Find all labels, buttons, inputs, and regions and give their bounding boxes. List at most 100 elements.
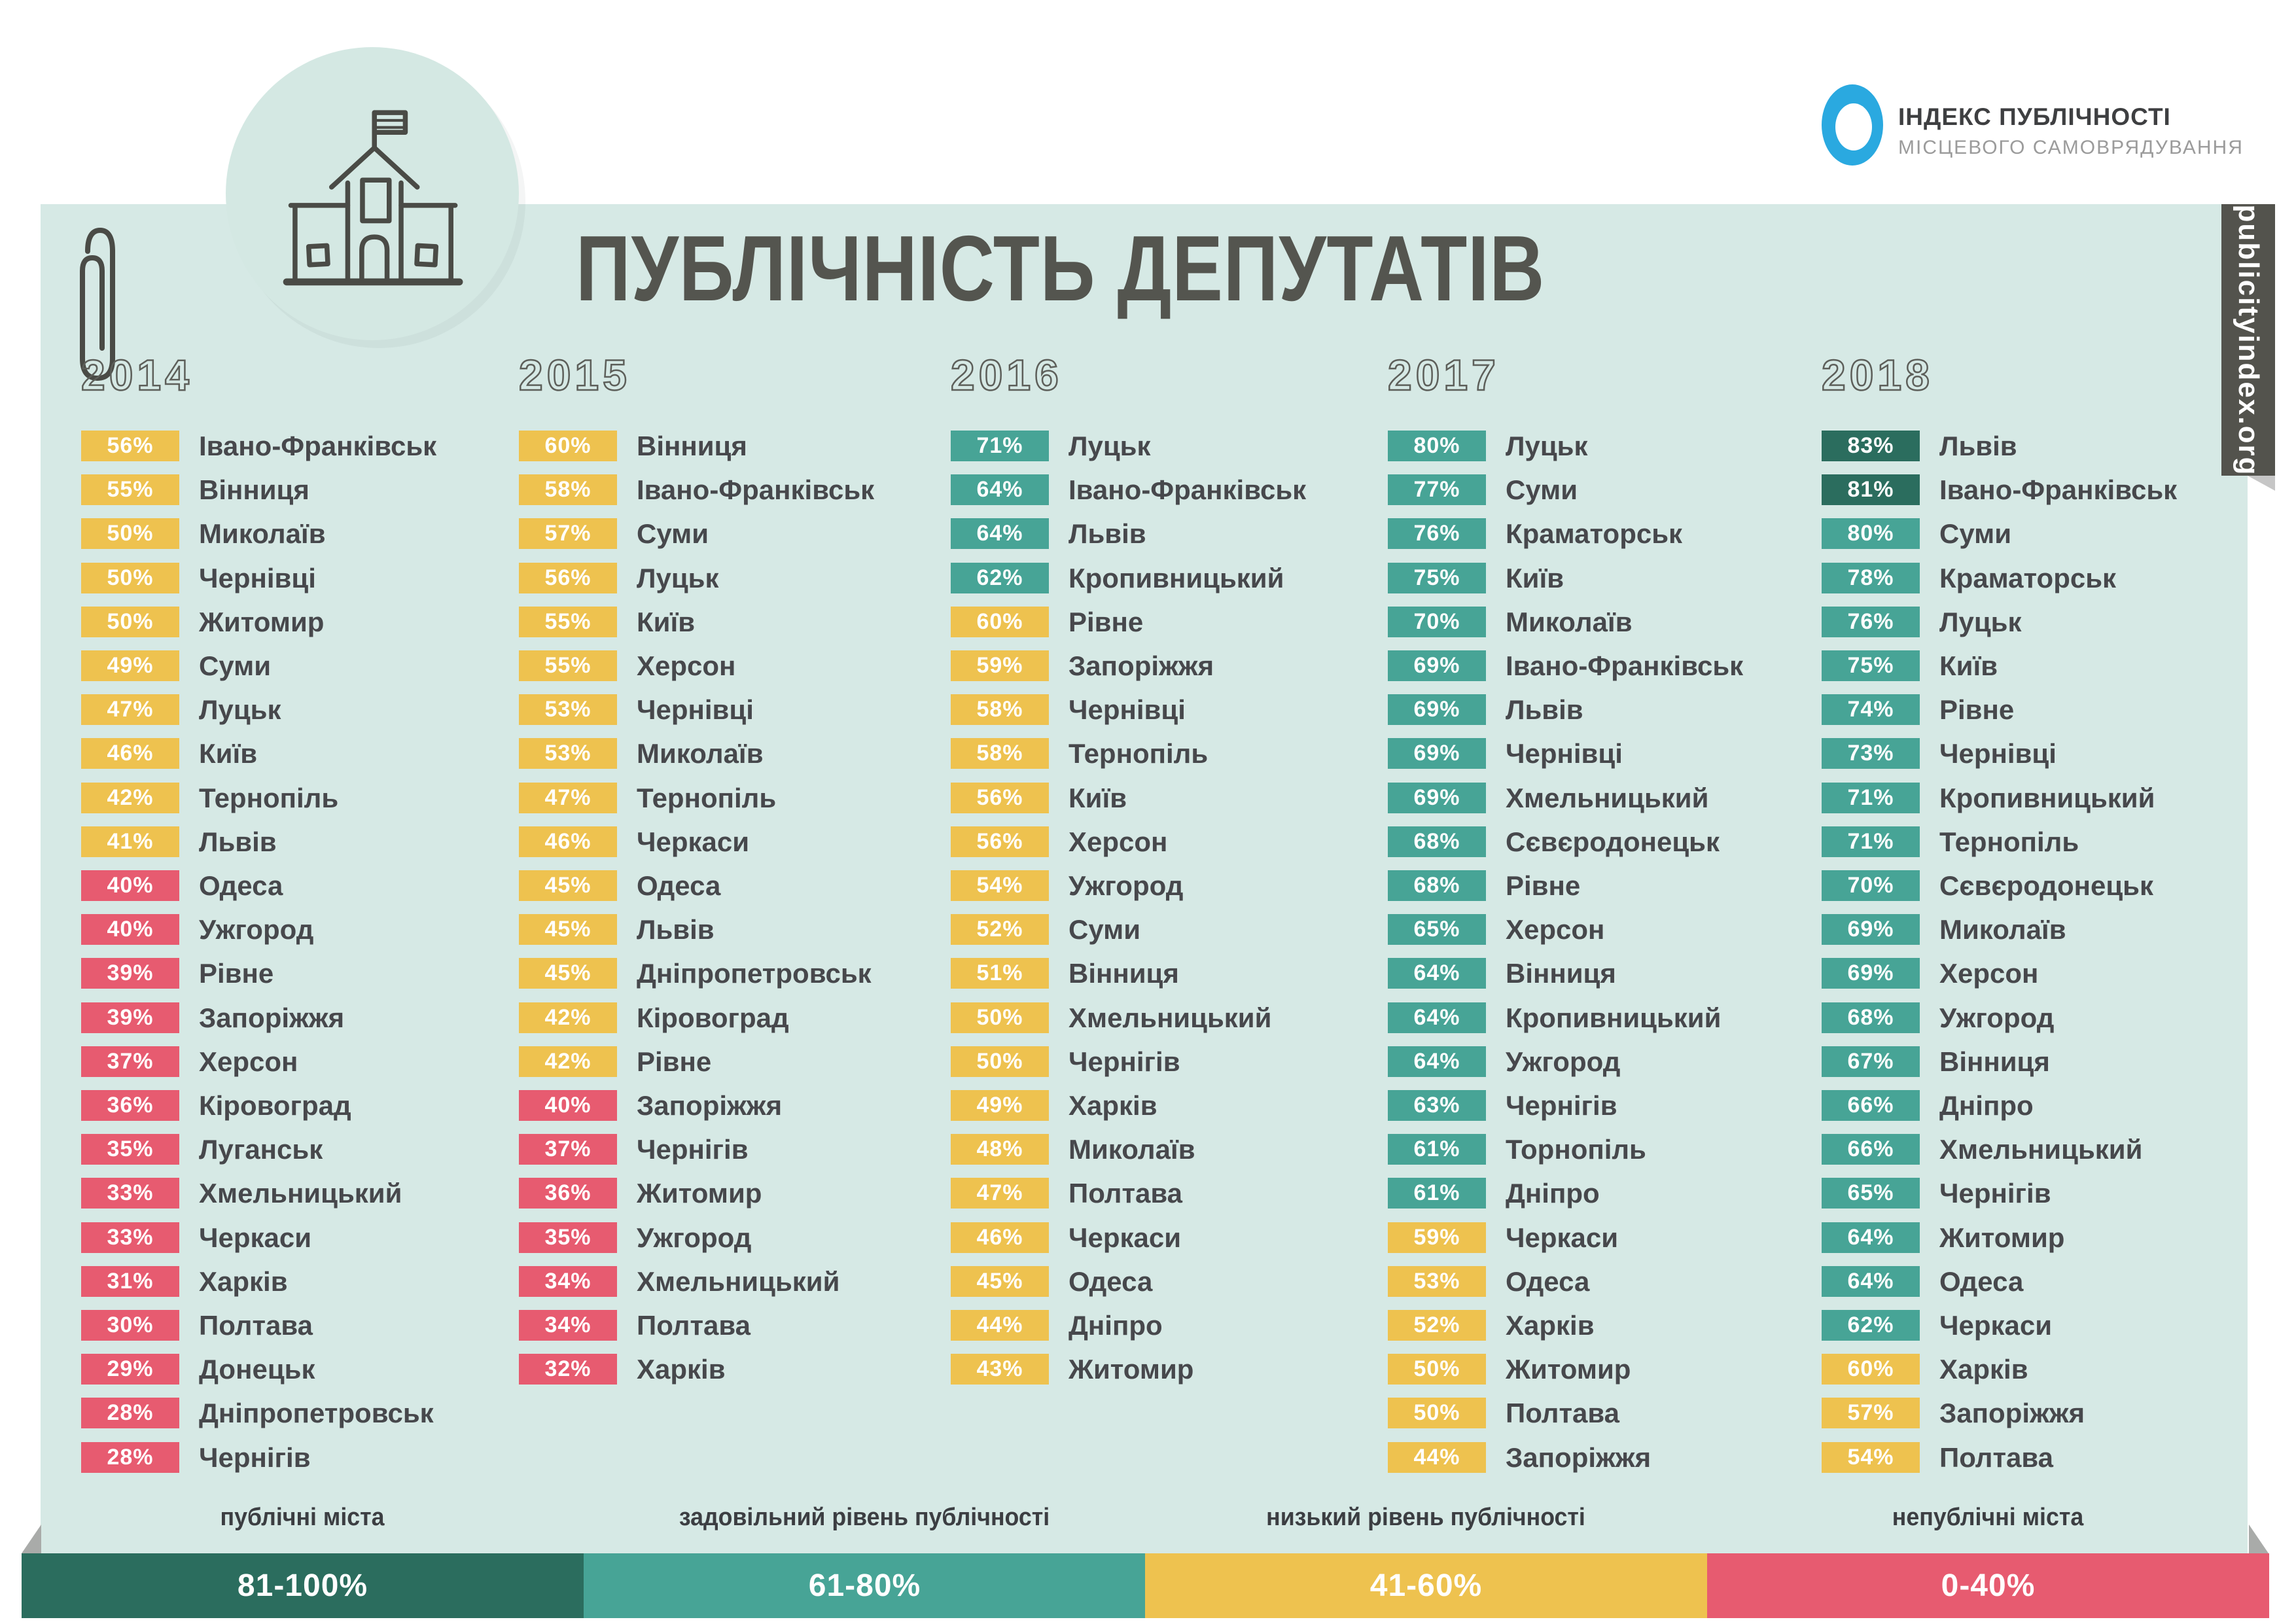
score-badge: 45% (519, 958, 617, 989)
score-badge: 50% (1388, 1354, 1486, 1385)
city-label: Луцьк (637, 562, 719, 593)
score-badge: 40% (81, 914, 179, 945)
city-label: Харків (1506, 1309, 1595, 1341)
logo-subtitle: МІСЦЕВОГО САМОВРЯДУВАННЯ (1898, 137, 2244, 158)
ranking-row: 64% Івано-Франківськ (951, 474, 1306, 505)
score-badge: 33% (81, 1178, 179, 1209)
year-header: 2016 (950, 351, 1063, 399)
city-label: Дніпропетровськ (637, 957, 872, 989)
score-badge: 35% (81, 1134, 179, 1165)
score-badge: 34% (519, 1266, 617, 1297)
ranking-row: 39% Запоріжжя (81, 1002, 344, 1033)
city-label: Одеса (637, 870, 721, 901)
city-label: Вінниця (637, 430, 747, 461)
score-badge: 60% (519, 431, 617, 461)
ranking-row: 69% Херсон (1822, 958, 2038, 989)
city-label: Івано-Франківськ (199, 430, 437, 461)
score-badge: 56% (951, 783, 1049, 813)
score-badge: 78% (1822, 563, 1920, 593)
ranking-row: 56% Івано-Франківськ (81, 431, 436, 461)
city-label: Миколаїв (637, 737, 764, 769)
ranking-row: 48% Миколаїв (951, 1134, 1195, 1165)
city-label: Донецьк (199, 1353, 315, 1385)
year-column-2017: 2017 80% Луцьк 77% Суми 76% Краматорськ 75% Київ… (1387, 353, 1829, 1518)
score-badge: 57% (1822, 1398, 1920, 1428)
ranking-row: 40% Ужгород (81, 914, 313, 945)
score-badge: 69% (1822, 914, 1920, 945)
ranking-row: 53% Миколаїв (519, 738, 764, 769)
ranking-row: 68% Ужгород (1822, 1002, 2054, 1033)
score-badge: 45% (519, 914, 617, 945)
ranking-rows: 83% Львів 81% Івано-Франківськ 80% Суми 78% Кра… (1822, 431, 2263, 1491)
score-badge: 75% (1822, 650, 1920, 681)
ranking-row: 55% Київ (519, 607, 695, 637)
score-badge: 69% (1388, 694, 1486, 725)
ranking-row: 71% Кропивницький (1822, 783, 2155, 813)
ranking-row: 54% Ужгород (951, 870, 1183, 901)
city-label: Запоріжжя (199, 1002, 345, 1033)
ranking-row: 62% Кропивницький (951, 563, 1284, 593)
ranking-row: 58% Івано-Франківськ (519, 474, 874, 505)
city-label: Тернопіль (1939, 826, 2079, 857)
ranking-row: 50% Хмельницький (951, 1002, 1271, 1033)
ranking-row: 60% Рівне (951, 607, 1143, 637)
ranking-row: 42% Кіровоград (519, 1002, 789, 1033)
city-label: Вінниця (199, 474, 309, 505)
score-badge: 64% (1388, 1046, 1486, 1077)
score-badge: 30% (81, 1310, 179, 1341)
score-badge: 68% (1822, 1002, 1920, 1033)
ranking-row: 56% Київ (951, 783, 1127, 813)
city-label: Херсон (1939, 957, 2039, 989)
ranking-row: 50% Чернівці (81, 563, 316, 593)
ranking-row: 76% Луцьк (1822, 607, 2022, 637)
score-badge: 51% (951, 958, 1049, 989)
city-label: Запоріжжя (1069, 650, 1214, 681)
score-badge: 53% (519, 738, 617, 769)
city-label: Полтава (199, 1309, 313, 1341)
city-label: Одеса (1939, 1265, 2024, 1297)
city-label: Рівне (1506, 870, 1581, 901)
ranking-row: 42% Тернопіль (81, 783, 338, 813)
ranking-row: 54% Полтава (1822, 1442, 2053, 1473)
ranking-row: 74% Рівне (1822, 694, 2014, 725)
ranking-row: 50% Миколаїв (81, 518, 326, 549)
ranking-row: 60% Вінниця (519, 431, 747, 461)
city-label: Рівне (1069, 606, 1144, 637)
ranking-row: 68% Рівне (1388, 870, 1580, 901)
legend-range: 41-60% (1369, 1568, 1483, 1603)
ranking-row: 50% Житомир (1388, 1354, 1631, 1385)
ranking-row: 75% Київ (1822, 650, 1998, 681)
city-label: Черкаси (637, 826, 750, 857)
score-badge: 55% (519, 650, 617, 681)
city-label: Хмельницький (1506, 782, 1709, 813)
ranking-row: 40% Одеса (81, 870, 283, 901)
city-label: Івано-Франківськ (1069, 474, 1307, 505)
city-label: Ужгород (1506, 1046, 1621, 1077)
ranking-row: 50% Чернігів (951, 1046, 1180, 1077)
city-label: Миколаїв (1506, 606, 1633, 637)
ranking-row: 55% Херсон (519, 650, 735, 681)
ranking-row: 78% Краматорськ (1822, 563, 2116, 593)
ranking-row: 28% Чернігів (81, 1442, 311, 1473)
city-label: Запоріжжя (1506, 1441, 1651, 1473)
ranking-row: 47% Тернопіль (519, 783, 776, 813)
score-badge: 65% (1388, 914, 1486, 945)
score-badge: 76% (1822, 607, 1920, 637)
city-label: Львів (1939, 430, 2017, 461)
score-badge: 42% (519, 1002, 617, 1033)
ranking-row: 55% Вінниця (81, 474, 309, 505)
ranking-row: 68% Сєвєродонецьк (1388, 826, 1720, 857)
score-badge: 46% (519, 826, 617, 857)
score-badge: 44% (951, 1310, 1049, 1341)
score-badge: 42% (519, 1046, 617, 1077)
score-badge: 64% (951, 474, 1049, 505)
city-label: Київ (1069, 782, 1127, 813)
paperclip-icon (80, 227, 115, 381)
publicity-index-logo-icon (1822, 84, 1883, 166)
city-label: Львів (1506, 694, 1583, 725)
ranking-row: 28% Дніпропетровськ (81, 1398, 434, 1428)
city-label: Хмельницький (1069, 1002, 1272, 1033)
legend-range: 61-80% (808, 1568, 921, 1603)
ranking-row: 44% Запоріжжя (1388, 1442, 1651, 1473)
page-title: ПУБЛІЧНІСТЬ ДЕПУТАТІВ (576, 217, 1545, 321)
